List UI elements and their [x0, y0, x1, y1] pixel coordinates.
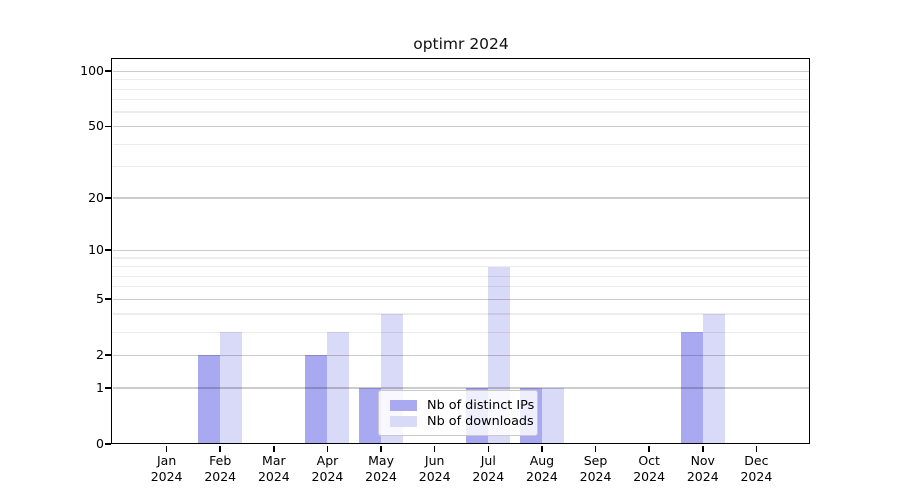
x-tick-sep — [594, 445, 597, 452]
y-tick-label-20: 20 — [88, 190, 104, 206]
y-gridline-major-20 — [113, 197, 810, 199]
y-tick-label-100: 100 — [80, 63, 104, 79]
y-gridline-minor-30 — [113, 166, 810, 168]
y-gridline-minor-4 — [113, 313, 810, 315]
x-tick-label-nov: Nov 2024 — [686, 453, 719, 484]
x-tick-jul — [487, 445, 490, 452]
x-tick-label-sep: Sep 2024 — [579, 453, 612, 484]
legend-swatch-distinct-ips — [390, 399, 417, 411]
y-gridline-major-50 — [113, 125, 810, 127]
x-tick-label-feb: Feb 2024 — [204, 453, 237, 484]
y-gridline-minor-9 — [113, 257, 810, 259]
y-tick-label-50: 50 — [88, 118, 104, 134]
y-tick-10 — [105, 249, 112, 252]
y-tick-label-5: 5 — [96, 291, 104, 307]
y-tick-20 — [105, 197, 112, 199]
y-gridline-minor-6 — [113, 286, 810, 288]
x-tick-jan — [165, 445, 168, 452]
x-tick-label-apr: Apr 2024 — [311, 453, 344, 484]
y-tick-50 — [105, 125, 112, 128]
chart-title: optimr 2024 — [413, 35, 509, 53]
legend-entry-distinct-ips: Nb of distinct IPs — [390, 397, 534, 414]
bar-ips-feb — [198, 355, 221, 444]
y-tick-0 — [105, 443, 112, 445]
x-tick-dec — [755, 445, 758, 452]
y-gridline-major-10 — [113, 249, 810, 251]
x-tick-label-jun: Jun 2024 — [418, 453, 451, 484]
x-tick-mar — [273, 445, 275, 452]
x-tick-nov — [701, 445, 704, 452]
y-tick-100 — [105, 70, 112, 72]
x-tick-label-dec: Dec 2024 — [740, 453, 773, 484]
y-gridline-minor-90 — [113, 79, 810, 81]
y-gridline-major-5 — [113, 298, 810, 300]
y-gridline-minor-60 — [113, 111, 810, 113]
bar-ips-nov — [680, 332, 703, 444]
x-tick-label-jan: Jan 2024 — [150, 453, 183, 484]
x-tick-label-mar: Mar 2024 — [257, 453, 290, 484]
y-tick-5 — [105, 298, 112, 301]
y-gridline-minor-7 — [113, 275, 810, 277]
legend-label-downloads: Nb of downloads — [427, 414, 534, 430]
legend-swatch-downloads — [390, 416, 417, 428]
y-tick-label-10: 10 — [88, 242, 104, 258]
y-tick-label-1: 1 — [96, 380, 104, 395]
y-tick-2 — [105, 354, 112, 357]
y-gridline-major-1 — [113, 387, 810, 389]
bar-ips-may — [359, 388, 382, 444]
x-tick-apr — [326, 445, 329, 452]
x-tick-oct — [648, 445, 650, 452]
y-gridline-minor-3 — [113, 331, 810, 333]
y-gridline-minor-40 — [113, 143, 810, 145]
y-gridline-minor-80 — [113, 88, 810, 90]
y-tick-1 — [105, 387, 112, 389]
x-tick-may — [380, 445, 382, 452]
y-tick-label-2: 2 — [96, 347, 104, 363]
x-tick-aug — [541, 445, 543, 452]
y-gridline-major-2 — [113, 354, 810, 356]
y-gridline-minor-70 — [113, 99, 810, 101]
legend: Nb of distinct IPs Nb of downloads — [378, 390, 538, 436]
bar-downloads-apr — [327, 332, 350, 444]
bar-downloads-feb — [220, 332, 243, 444]
legend-entry-downloads: Nb of downloads — [390, 414, 534, 431]
x-tick-label-may: May 2024 — [365, 453, 397, 484]
bar-downloads-nov — [702, 313, 725, 444]
y-gridline-major-100 — [113, 70, 810, 72]
y-gridline-minor-8 — [113, 266, 810, 268]
y-tick-label-0: 0 — [96, 436, 104, 451]
x-tick-feb — [219, 445, 222, 452]
legend-label-distinct-ips: Nb of distinct IPs — [427, 397, 535, 413]
x-tick-label-oct: Oct 2024 — [633, 453, 666, 484]
bar-downloads-aug — [541, 388, 564, 444]
x-tick-jun — [433, 445, 436, 452]
x-tick-label-aug: Aug 2024 — [526, 453, 558, 484]
bar-ips-apr — [305, 355, 328, 444]
x-tick-label-jul: Jul 2024 — [472, 453, 505, 484]
